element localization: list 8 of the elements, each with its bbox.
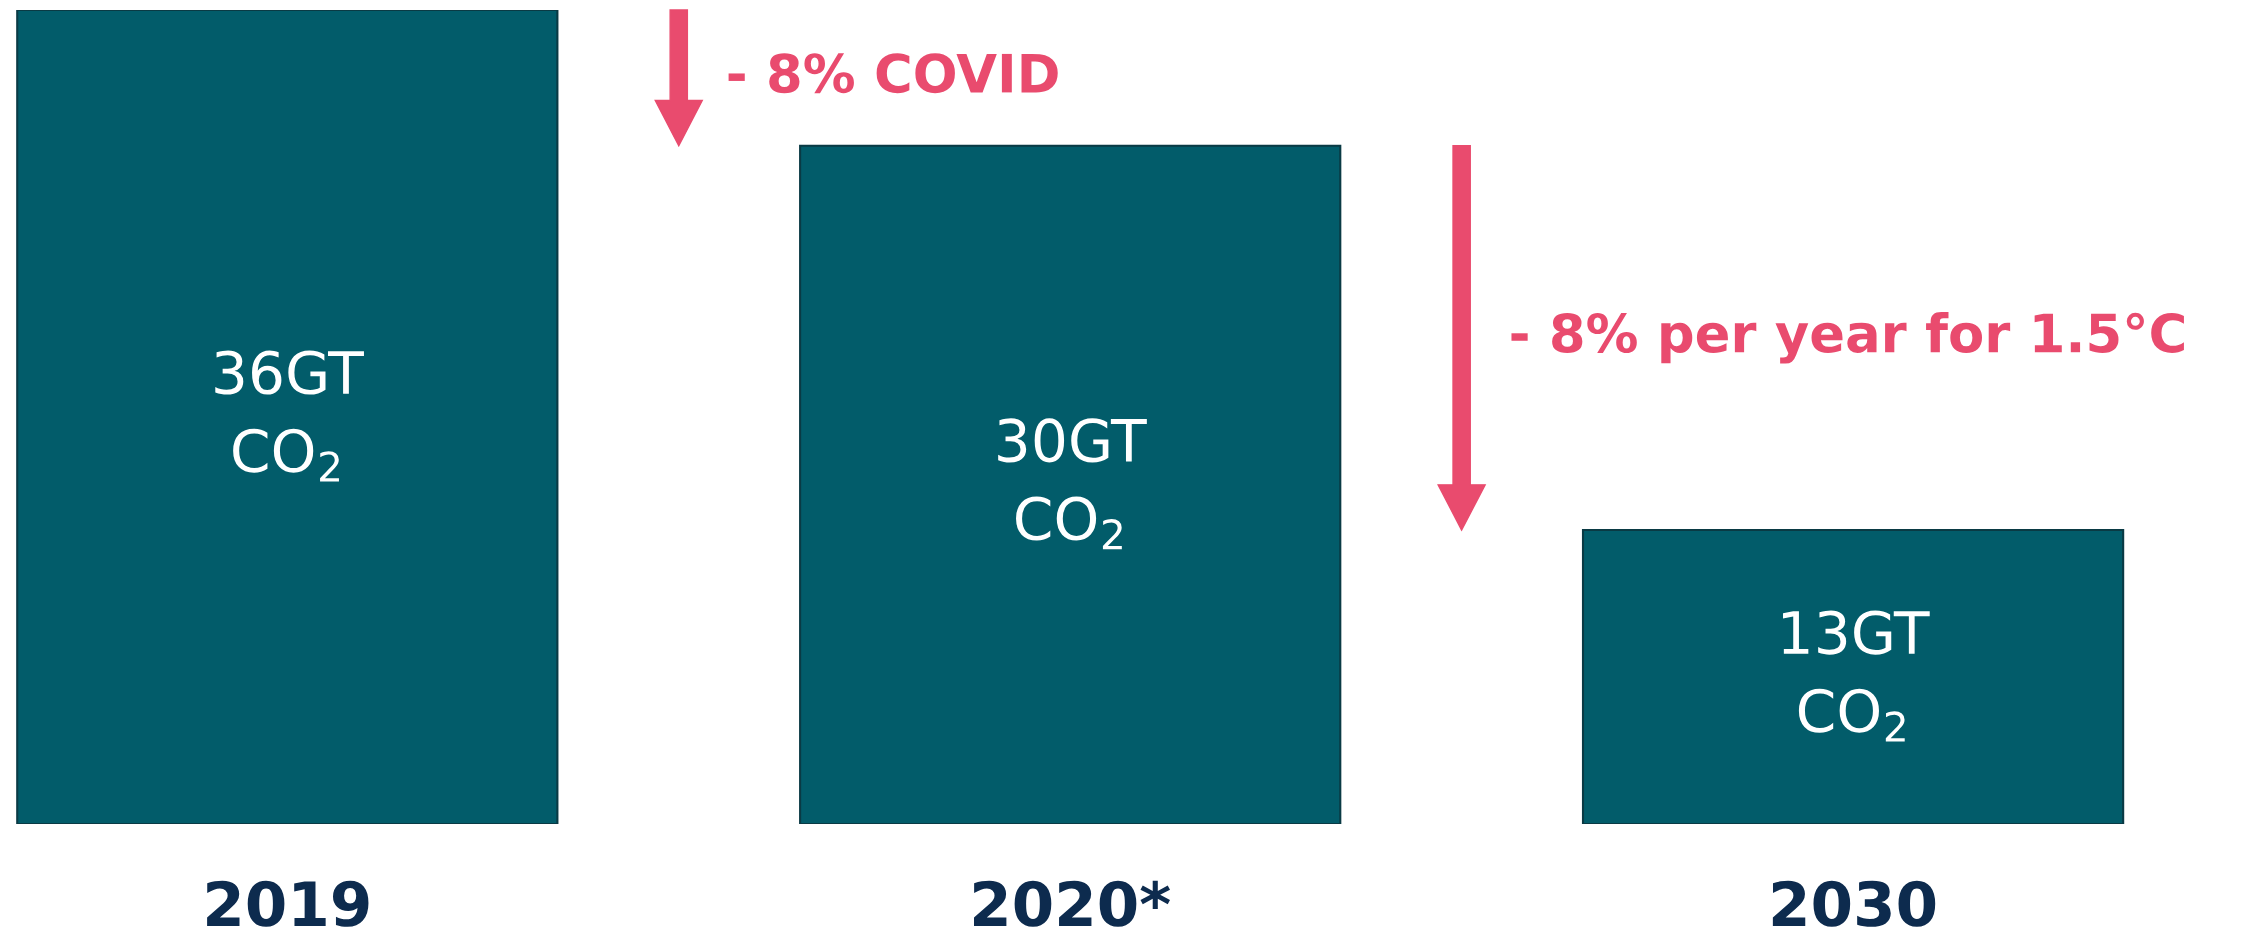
annotation: - 8% per year for 1.5°C	[1511, 312, 2184, 364]
x-tick-label: 2019	[207, 880, 369, 927]
data-label: 30GT CO$_{2}$	[998, 418, 1147, 550]
x-tick-label: 2020*	[974, 880, 1170, 927]
x-tick-label: 2030	[1772, 880, 1936, 927]
annotation: - 8% COVID	[728, 53, 1058, 94]
data-label: 36GT CO$_{2}$	[215, 350, 364, 482]
data-label: 13GT CO$_{2}$	[1783, 610, 1930, 742]
